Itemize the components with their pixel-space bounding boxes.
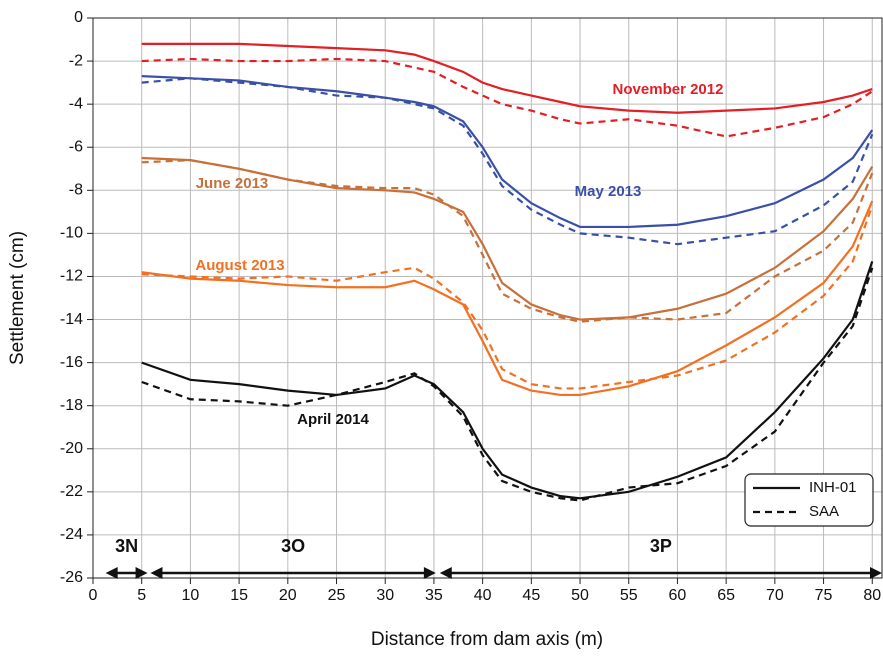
y-tick-label: -26 [60,569,83,586]
zone-label: 3O [281,536,305,556]
arrow-head [439,567,452,579]
x-tick-label: 0 [89,587,98,604]
y-tick-label: -12 [60,268,83,285]
y-tick-label: -16 [60,354,83,371]
arrow-head [105,567,118,579]
series-line [141,261,874,500]
x-tick-label: 40 [474,587,492,604]
y-tick-label: -20 [60,440,83,457]
series-line [141,77,874,246]
y-tick-label: -2 [69,52,83,69]
plot-frame [92,17,883,579]
series-line [141,267,874,502]
series-line [141,75,874,229]
legend-label: SAA [809,503,839,520]
y-tick-label: -6 [69,138,83,155]
x-tick-label: 30 [376,587,394,604]
y-tick-label: 0 [74,9,83,26]
y-tick-label: -18 [60,397,83,414]
x-tick-label: 5 [137,587,146,604]
x-tick-label: 15 [230,587,248,604]
series-line [141,159,874,323]
y-tick-label: -24 [60,526,83,543]
series-line [141,205,874,390]
x-tick-label: 65 [717,587,735,604]
x-tick-label: 55 [620,587,638,604]
series-label: June 2013 [196,175,269,192]
series-line [141,156,874,321]
x-tick-label: 25 [328,587,346,604]
series-line [141,42,873,114]
arrow-head [423,567,436,579]
x-tick-label: 70 [766,587,784,604]
zone-label: 3P [650,536,672,556]
series-line [141,200,874,397]
arrow-head [870,567,882,579]
arrow-head [135,567,148,579]
y-axis-title: Settlement (cm) [7,231,28,365]
series-label: August 2013 [195,257,284,274]
x-tick-label: 45 [522,587,540,604]
x-axis-title: Distance from dam axis (m) [371,629,603,650]
x-tick-label: 75 [815,587,833,604]
x-tick-label: 10 [182,587,200,604]
x-tick-label: 80 [863,587,881,604]
series-line [141,57,873,138]
y-tick-label: -4 [69,95,83,112]
series-label: May 2013 [575,183,642,200]
y-tick-label: -10 [60,225,83,242]
x-tick-label: 60 [669,587,687,604]
y-tick-label: -8 [69,182,83,199]
legend-label: INH-01 [809,479,857,496]
y-tick-label: -14 [60,311,83,328]
arrow-head [150,567,163,579]
x-tick-label: 50 [571,587,589,604]
x-tick-label: 35 [425,587,443,604]
zone-label: 3N [115,536,138,556]
y-tick-label: -22 [60,483,83,500]
series-label: April 2014 [297,411,369,428]
x-tick-label: 20 [279,587,297,604]
series-label: November 2012 [613,81,724,98]
